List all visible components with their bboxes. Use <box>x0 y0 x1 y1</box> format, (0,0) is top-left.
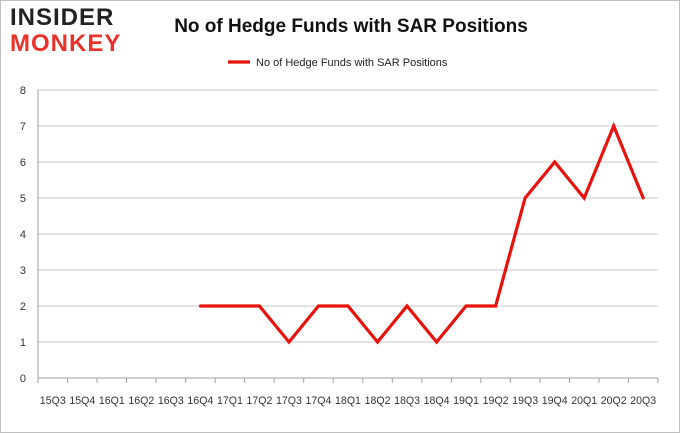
logo-line-1: INSIDER <box>10 4 115 31</box>
data-point <box>287 340 291 344</box>
data-point <box>316 304 320 308</box>
data-point <box>464 304 468 308</box>
axes <box>37 90 658 379</box>
x-tick-label: 17Q1 <box>217 395 243 407</box>
data-point <box>198 304 202 308</box>
data-point <box>228 304 232 308</box>
chart-title: No of Hedge Funds with SAR Positions <box>174 16 528 37</box>
y-tick-label: 8 <box>20 85 26 97</box>
data-point <box>257 304 261 308</box>
legend: No of Hedge Funds with SAR Positions <box>228 57 448 69</box>
legend-label: No of Hedge Funds with SAR Positions <box>256 57 448 69</box>
x-tick-label: 16Q1 <box>99 395 125 407</box>
x-tick-label: 15Q3 <box>40 395 66 407</box>
y-tick-label: 1 <box>20 337 26 349</box>
x-tick-label: 18Q3 <box>394 395 420 407</box>
x-tick-label: 19Q2 <box>483 395 509 407</box>
x-tick-label: 17Q2 <box>246 395 272 407</box>
data-point <box>376 340 380 344</box>
x-tick-label: 16Q2 <box>128 395 154 407</box>
x-tick-label: 20Q1 <box>571 395 597 407</box>
x-tick-label: 17Q3 <box>276 395 302 407</box>
y-tick-label: 0 <box>20 373 26 385</box>
x-tick-label: 19Q4 <box>542 395 568 407</box>
y-tick-label: 5 <box>20 193 26 205</box>
y-axis-ticks: 0 1 2 3 4 5 6 7 8 <box>20 85 26 385</box>
data-point <box>582 196 586 200</box>
series-line-0 <box>200 121 645 345</box>
data-point <box>523 196 527 200</box>
x-tick-label: 20Q3 <box>630 395 656 407</box>
y-tick-label: 6 <box>20 157 26 169</box>
y-tick-label: 2 <box>20 301 26 313</box>
data-point <box>553 160 557 164</box>
x-axis-ticks: 15Q3 15Q4 16Q1 16Q2 16Q3 16Q4 17Q1 17Q2 17Q3 17Q4… <box>37 378 659 407</box>
data-point <box>346 304 350 308</box>
x-tick-label: 20Q2 <box>601 395 627 407</box>
x-tick-label: 15Q4 <box>69 395 95 407</box>
series-layer <box>198 121 645 345</box>
x-tick-label: 16Q3 <box>158 395 184 407</box>
y-tick-label: 3 <box>20 265 26 277</box>
x-tick-label: 16Q4 <box>187 395 213 407</box>
data-point <box>405 304 409 308</box>
logo-line-2: MONKEY <box>10 30 122 57</box>
x-tick-label: 18Q4 <box>424 395 450 407</box>
grid-lines <box>38 89 658 343</box>
data-point <box>435 340 439 344</box>
y-tick-label: 7 <box>20 121 26 133</box>
x-tick-label: 19Q1 <box>453 395 479 407</box>
data-point <box>612 124 616 128</box>
x-tick-label: 18Q1 <box>335 395 361 407</box>
data-point <box>641 196 645 200</box>
x-tick-label: 17Q4 <box>306 395 332 407</box>
x-tick-label: 18Q2 <box>365 395 391 407</box>
x-tick-label: 19Q3 <box>512 395 538 407</box>
insider-monkey-logo: INSIDER MONKEY <box>10 6 130 58</box>
y-tick-label: 4 <box>20 229 26 241</box>
data-point <box>494 304 498 308</box>
